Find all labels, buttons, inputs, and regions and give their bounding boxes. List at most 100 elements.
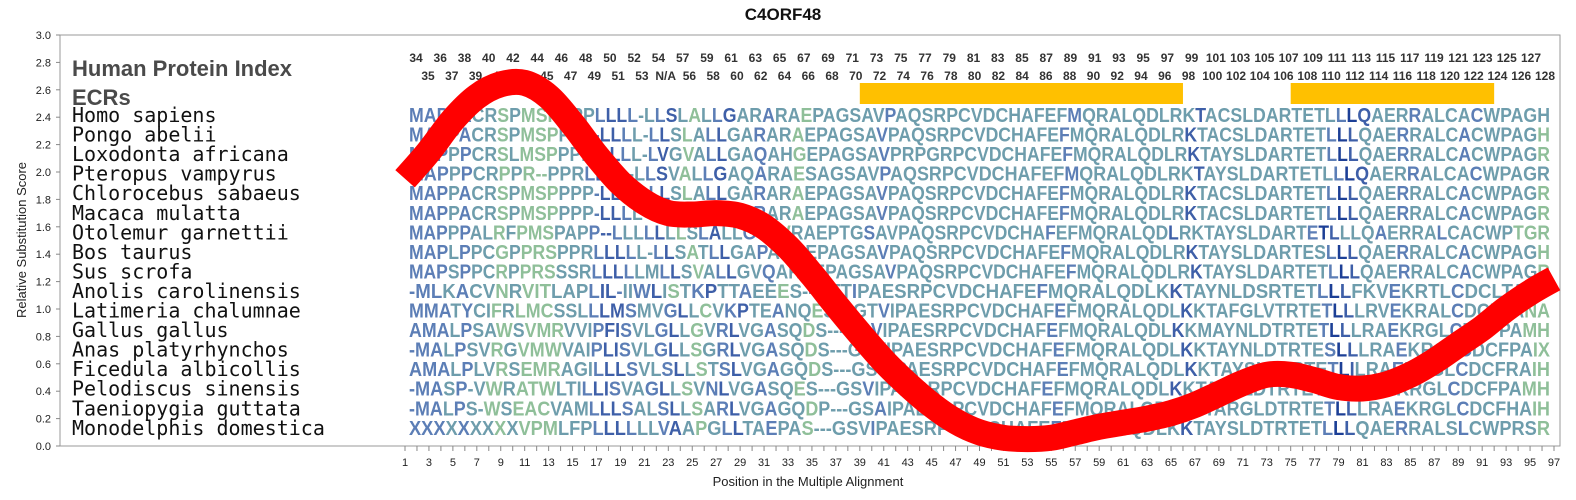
protein-position-bottom: 82 [992,69,1006,83]
species-name: Ficedula albicollis [72,357,301,381]
x-tick-label: 75 [1285,457,1297,469]
protein-position-bottom: 116 [1393,69,1413,83]
species-name: Taeniopygia guttata [72,396,301,420]
protein-position-bottom: 72 [873,69,887,83]
protein-position-bottom: 58 [707,69,721,83]
x-tick-label: 43 [902,457,914,469]
x-tick-label: 7 [474,457,480,469]
protein-position-top: 34 [409,51,423,65]
y-tick-label: 0.6 [36,359,51,371]
species-name: Gallus gallus [72,318,229,342]
x-tick-label: 91 [1476,457,1488,469]
sequence-row: MMATYCIFRLMCSSLLLMSMVGLLCVKPTEANQES---GT… [409,301,1550,323]
protein-position-top: 57 [676,51,690,65]
protein-position-bottom: 64 [778,69,792,83]
x-tick-label: 61 [1117,457,1129,469]
y-tick-label: 2.8 [36,57,51,69]
protein-position-top: 38 [458,51,472,65]
y-axis-label: Relative Substitution Score [14,162,29,318]
x-tick-label: 79 [1332,457,1344,469]
y-tick-label: 0.8 [36,331,51,343]
x-tick-label: 39 [854,457,866,469]
sequence-row: MAPSPPCRPPRSSSRLLLLLMLLSVALLGVQARAEPAGSA… [409,261,1550,283]
species-name: Anolis carolinensis [72,279,301,303]
x-tick-label: 33 [782,457,794,469]
x-tick-label: 95 [1524,457,1536,469]
score-curve [395,68,1561,453]
sequence-row: MAPLPPCGPPRSPPRLLLLL-LLSATLLGAPARAEPAGSA… [409,242,1550,264]
x-tick-label: 17 [590,457,602,469]
protein-position-top: 42 [506,51,520,65]
y-tick-label: 2.4 [36,112,51,124]
y-tick-label: 1.4 [36,249,51,261]
protein-position-bottom: 94 [1134,69,1148,83]
protein-position-top: 115 [1376,51,1396,65]
protein-position-top: 103 [1230,51,1250,65]
legend-ecrs: ECRs [72,85,131,110]
protein-position-top: 81 [967,51,981,65]
protein-position-top: 52 [627,51,641,65]
protein-position-bottom: 100 [1202,69,1222,83]
x-tick-label: 49 [973,457,985,469]
x-tick-label: 81 [1356,457,1368,469]
protein-position-top: 107 [1279,51,1299,65]
protein-position-top: 79 [943,51,957,65]
protein-position-top: 44 [531,51,545,65]
x-tick-label: 57 [1069,457,1081,469]
y-tick-label: 3.0 [36,30,51,42]
x-tick-label: 83 [1380,457,1392,469]
protein-position-top: 123 [1473,51,1493,65]
protein-position-bottom: N/A [655,69,676,83]
x-axis: 1 3 5 7 9 11 13 15 17 19 21 23 25 27 29 31 33 35 37 39 41 43 4… [402,446,1560,469]
protein-position-bottom: 39 [469,69,483,83]
protein-position-bottom: 80 [968,69,982,83]
x-tick-label: 23 [662,457,674,469]
protein-position-bottom: 112 [1345,69,1365,83]
ecr-bar-2 [1290,83,1495,104]
sequence-row: MAPPPCRSLMSPPPP-LLLL-LVGVALLGAQAHGEPAGSA… [409,144,1550,166]
protein-position-top: 48 [579,51,593,65]
protein-position-bottom: 56 [683,69,697,83]
protein-position-top: 54 [652,51,666,65]
x-tick-label: 93 [1500,457,1512,469]
protein-position-bottom: 126 [1511,69,1531,83]
x-tick-label: 97 [1548,457,1560,469]
protein-position-bottom: 128 [1535,69,1555,83]
protein-position-top: 121 [1448,51,1468,65]
x-tick-label: 27 [710,457,722,469]
protein-position-top: 93 [1112,51,1126,65]
x-tick-label: 77 [1309,457,1321,469]
protein-position-top: 36 [434,51,448,65]
y-tick-label: 0.2 [36,414,51,426]
protein-position-top: 83 [991,51,1005,65]
protein-position-top: 97 [1161,51,1175,65]
species-name: Pelodiscus sinensis [72,377,301,401]
species-name: Anas platyrhynchos [72,338,289,362]
protein-position-top: 109 [1303,51,1323,65]
protein-position-bottom: 118 [1416,69,1436,83]
protein-position-bottom: 60 [730,69,744,83]
x-tick-label: 5 [450,457,456,469]
species-name: Loxodonta africana [72,142,289,166]
protein-position-bottom: 96 [1158,69,1172,83]
protein-position-bottom: 92 [1111,69,1125,83]
x-tick-label: 67 [1189,457,1201,469]
protein-position-top: 75 [894,51,908,65]
sequence-row: MAPPACRSPMSPPPP-LLLL-LLSLALLGARARAEPAGSA… [409,125,1550,147]
x-axis-label: Position in the Multiple Alignment [713,474,904,489]
sequence-row: AMALPSAWSVMRVVIPFISVLGLLGVRLVGASQDS---GS… [409,320,1550,342]
x-tick-label: 53 [1021,457,1033,469]
x-tick-label: 13 [543,457,555,469]
protein-position-bottom: 47 [564,69,578,83]
protein-position-bottom: 51 [611,69,625,83]
species-name: Latimeria chalumnae [72,299,301,323]
protein-position-bottom: 98 [1182,69,1196,83]
x-tick-label: 3 [426,457,432,469]
protein-position-top: 73 [870,51,884,65]
x-tick-label: 65 [1165,457,1177,469]
protein-position-bottom: 102 [1226,69,1246,83]
protein-position-top: 69 [821,51,835,65]
protein-position-top: 65 [773,51,787,65]
y-tick-label: 1.8 [36,194,51,206]
protein-position-labels: 34 36 38 40 42 44 46 48 50 52 54 57 59 61 63 65 67 69 71 73… [409,51,1555,83]
